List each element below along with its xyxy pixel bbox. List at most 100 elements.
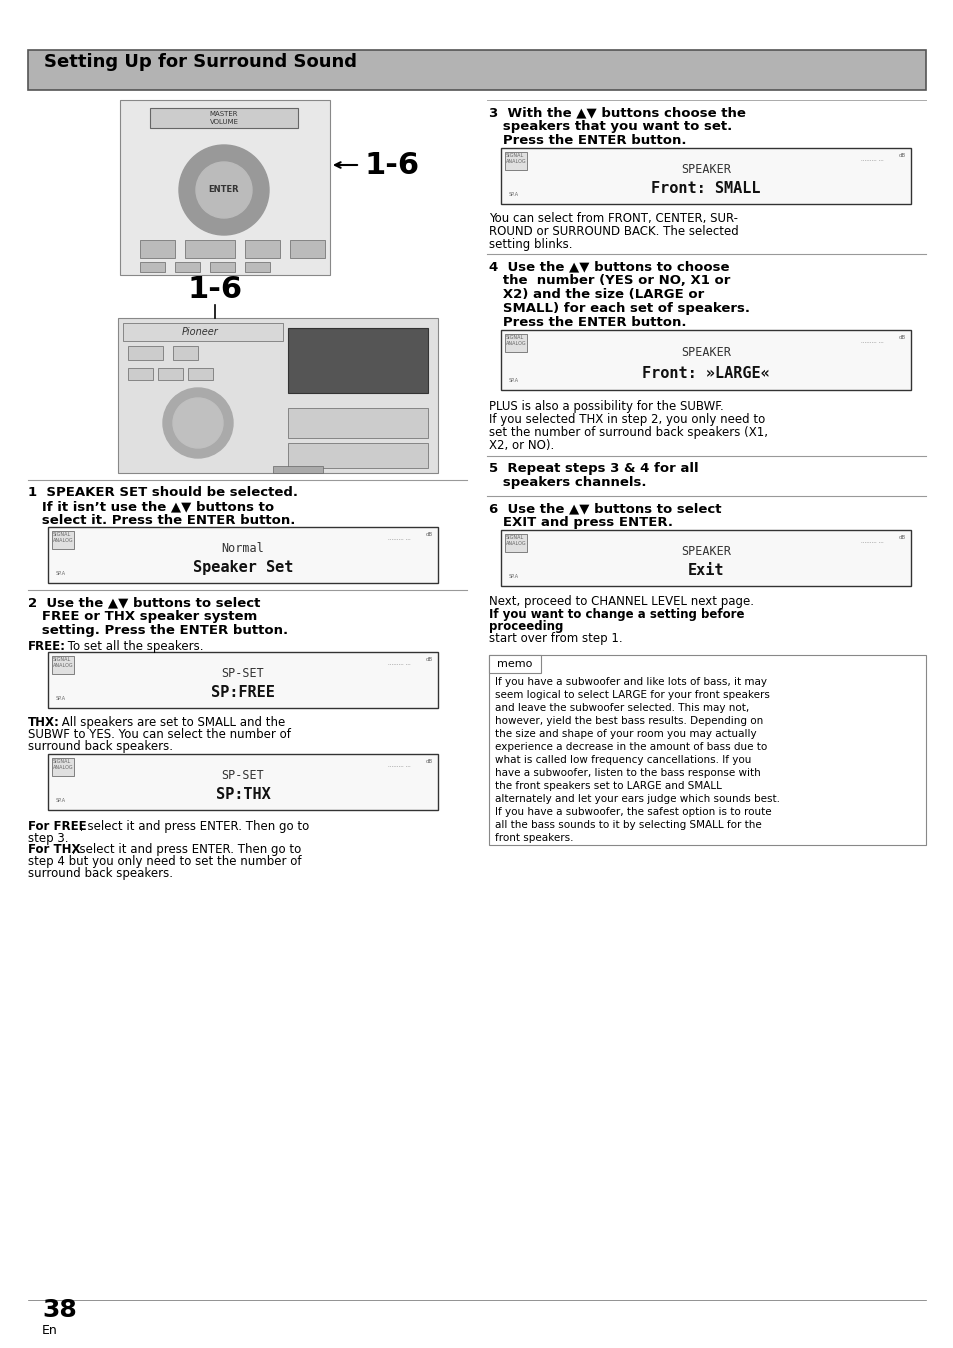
- Bar: [245, 240, 280, 257]
- Text: SP:THX: SP:THX: [215, 787, 270, 802]
- Bar: [48, 754, 437, 810]
- Text: surround back speakers.: surround back speakers.: [28, 740, 172, 754]
- Text: what is called low frequency cancellations. If you: what is called low frequency cancellatio…: [495, 755, 751, 766]
- Text: step 4 but you only need to set the number of: step 4 but you only need to set the numb…: [28, 855, 301, 868]
- Bar: [52, 758, 74, 776]
- Text: X2) and the size (LARGE or: X2) and the size (LARGE or: [489, 288, 703, 301]
- Bar: [48, 652, 437, 708]
- Text: dB: dB: [426, 532, 433, 537]
- Text: set the number of surround back speakers (X1,: set the number of surround back speakers…: [489, 426, 767, 439]
- Text: the front speakers set to LARGE and SMALL: the front speakers set to LARGE and SMAL…: [495, 780, 721, 791]
- Text: all the bass sounds to it by selecting SMALL for the: all the bass sounds to it by selecting S…: [495, 820, 760, 830]
- Text: ......... ...: ......... ...: [388, 537, 411, 541]
- Text: 1-6: 1-6: [187, 275, 242, 305]
- Text: SPEAKER: SPEAKER: [680, 163, 730, 175]
- Bar: [118, 318, 437, 473]
- Text: ANALOG: ANALOG: [505, 341, 526, 346]
- Bar: [120, 100, 330, 275]
- Text: ANALOG: ANALOG: [53, 766, 73, 770]
- Text: Press the ENTER button.: Press the ENTER button.: [489, 133, 686, 147]
- Circle shape: [163, 388, 233, 458]
- Bar: [288, 408, 428, 438]
- Text: , select it and press ENTER. Then go to: , select it and press ENTER. Then go to: [71, 842, 301, 856]
- Text: All speakers are set to SMALL and the: All speakers are set to SMALL and the: [58, 716, 285, 729]
- Text: Pioneer: Pioneer: [181, 328, 218, 337]
- Bar: [52, 656, 74, 674]
- Text: SP-SET: SP-SET: [221, 667, 264, 679]
- Bar: [290, 240, 325, 257]
- Text: SIGNAL: SIGNAL: [505, 535, 524, 541]
- Bar: [273, 466, 323, 473]
- Bar: [158, 368, 183, 380]
- Text: 2  Use the ▲▼ buttons to select: 2 Use the ▲▼ buttons to select: [28, 596, 260, 609]
- Text: ......... ...: ......... ...: [861, 338, 882, 344]
- Text: SP.A: SP.A: [509, 191, 518, 197]
- Text: dB: dB: [426, 656, 433, 662]
- Text: ANALOG: ANALOG: [505, 541, 526, 546]
- Text: ANALOG: ANALOG: [53, 663, 73, 669]
- Text: ......... ...: ......... ...: [861, 156, 882, 162]
- Text: select it. Press the ENTER button.: select it. Press the ENTER button.: [28, 514, 295, 527]
- Bar: [504, 152, 526, 170]
- Text: ......... ...: ......... ...: [388, 661, 411, 666]
- Bar: [150, 108, 297, 128]
- Bar: [504, 534, 526, 551]
- Text: and leave the subwoofer selected. This may not,: and leave the subwoofer selected. This m…: [495, 704, 748, 713]
- Text: SIGNAL: SIGNAL: [505, 336, 524, 340]
- Text: For THX: For THX: [28, 842, 80, 856]
- Text: SP-SET: SP-SET: [221, 768, 264, 782]
- Text: Normal: Normal: [221, 542, 264, 555]
- Text: however, yield the best bass results. Depending on: however, yield the best bass results. De…: [495, 716, 762, 727]
- Text: EXIT and press ENTER.: EXIT and press ENTER.: [489, 516, 672, 528]
- Bar: [140, 240, 174, 257]
- Text: proceeding: proceeding: [489, 620, 563, 634]
- Text: 1  SPEAKER SET should be selected.: 1 SPEAKER SET should be selected.: [28, 487, 297, 499]
- Text: step 3.: step 3.: [28, 832, 69, 845]
- Text: PLUS is also a possibility for the SUBWF.: PLUS is also a possibility for the SUBWF…: [489, 400, 723, 412]
- Text: 4  Use the ▲▼ buttons to choose: 4 Use the ▲▼ buttons to choose: [489, 260, 729, 274]
- Text: If it isn’t use the ▲▼ buttons to: If it isn’t use the ▲▼ buttons to: [28, 500, 274, 514]
- Bar: [48, 527, 437, 582]
- Bar: [140, 262, 165, 272]
- Text: If you have a subwoofer and like lots of bass, it may: If you have a subwoofer and like lots of…: [495, 677, 766, 687]
- Text: FREE:: FREE:: [28, 640, 66, 652]
- Text: SP:FREE: SP:FREE: [211, 685, 274, 700]
- Text: MASTER
VOLUME: MASTER VOLUME: [210, 112, 238, 124]
- Text: Setting Up for Surround Sound: Setting Up for Surround Sound: [44, 53, 356, 71]
- Text: THX:: THX:: [28, 716, 60, 729]
- Text: SP.A: SP.A: [56, 696, 66, 701]
- Text: Press the ENTER button.: Press the ENTER button.: [489, 315, 686, 329]
- Text: 3  With the ▲▼ buttons choose the: 3 With the ▲▼ buttons choose the: [489, 106, 745, 119]
- Circle shape: [195, 162, 252, 218]
- Text: SUBWF to YES. You can select the number of: SUBWF to YES. You can select the number …: [28, 728, 291, 741]
- Text: 5  Repeat steps 3 & 4 for all: 5 Repeat steps 3 & 4 for all: [489, 462, 698, 474]
- Text: SPEAKER: SPEAKER: [680, 346, 730, 360]
- Text: Front: »LARGE«: Front: »LARGE«: [641, 365, 769, 380]
- Text: ANALOG: ANALOG: [53, 538, 73, 543]
- Text: SPEAKER: SPEAKER: [680, 545, 730, 558]
- Text: If you selected THX in step 2, you only need to: If you selected THX in step 2, you only …: [489, 412, 764, 426]
- Text: , select it and press ENTER. Then go to: , select it and press ENTER. Then go to: [80, 820, 309, 833]
- Text: the  number (YES or NO, X1 or: the number (YES or NO, X1 or: [489, 274, 730, 287]
- Text: memo: memo: [497, 659, 532, 669]
- Bar: [52, 531, 74, 549]
- Text: 1-6: 1-6: [365, 151, 419, 179]
- Text: speakers channels.: speakers channels.: [489, 476, 646, 489]
- Text: For FREE: For FREE: [28, 820, 87, 833]
- Text: You can select from FRONT, CENTER, SUR-: You can select from FRONT, CENTER, SUR-: [489, 212, 738, 225]
- Bar: [500, 530, 910, 586]
- Bar: [288, 328, 428, 394]
- Circle shape: [179, 146, 269, 235]
- Text: If you want to change a setting before: If you want to change a setting before: [489, 608, 743, 621]
- Text: ROUND or SURROUND BACK. The selected: ROUND or SURROUND BACK. The selected: [489, 225, 738, 239]
- Text: SIGNAL: SIGNAL: [505, 154, 524, 158]
- Text: setting. Press the ENTER button.: setting. Press the ENTER button.: [28, 624, 288, 638]
- Bar: [288, 443, 428, 468]
- Circle shape: [172, 398, 223, 448]
- Text: start over from step 1.: start over from step 1.: [489, 632, 622, 644]
- Text: SIGNAL: SIGNAL: [53, 759, 71, 764]
- Text: alternately and let your ears judge which sounds best.: alternately and let your ears judge whic…: [495, 794, 780, 803]
- Text: speakers that you want to set.: speakers that you want to set.: [489, 120, 732, 133]
- Text: seem logical to select LARGE for your front speakers: seem logical to select LARGE for your fr…: [495, 690, 769, 700]
- Text: the size and shape of your room you may actually: the size and shape of your room you may …: [495, 729, 756, 739]
